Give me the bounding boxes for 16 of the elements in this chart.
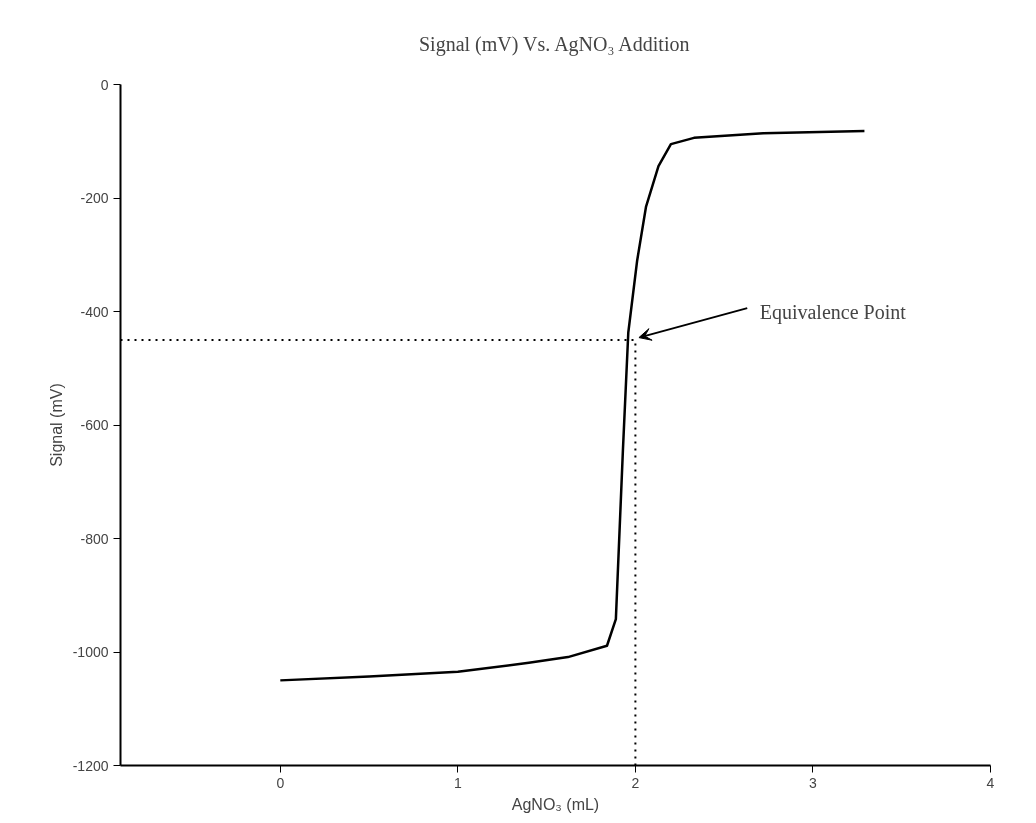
y-tick-label: -800 xyxy=(80,530,109,547)
y-tick-label: -1000 xyxy=(72,644,109,660)
annotation: Equivalence Point xyxy=(759,300,907,324)
y-axis-title: Signal (mV) xyxy=(47,383,65,467)
x-tick-label: 0 xyxy=(276,774,285,791)
y-tick-label: -1200 xyxy=(72,757,109,774)
x-axis-title: AgNO₃ (mL) xyxy=(511,795,600,813)
chart-title: Signal (mV) Vs. AgNO₃ Addition xyxy=(418,32,690,56)
y-tick-label: -400 xyxy=(80,303,109,320)
y-tick-label: 0 xyxy=(100,76,109,93)
x-tick-label: 2 xyxy=(631,774,640,791)
x-tick-label: 3 xyxy=(809,774,818,791)
y-tick-label: -600 xyxy=(80,417,109,433)
x-tick-label: 1 xyxy=(453,774,462,791)
x-tick-label: 4 xyxy=(986,774,995,791)
y-tick-label: -200 xyxy=(80,190,109,206)
